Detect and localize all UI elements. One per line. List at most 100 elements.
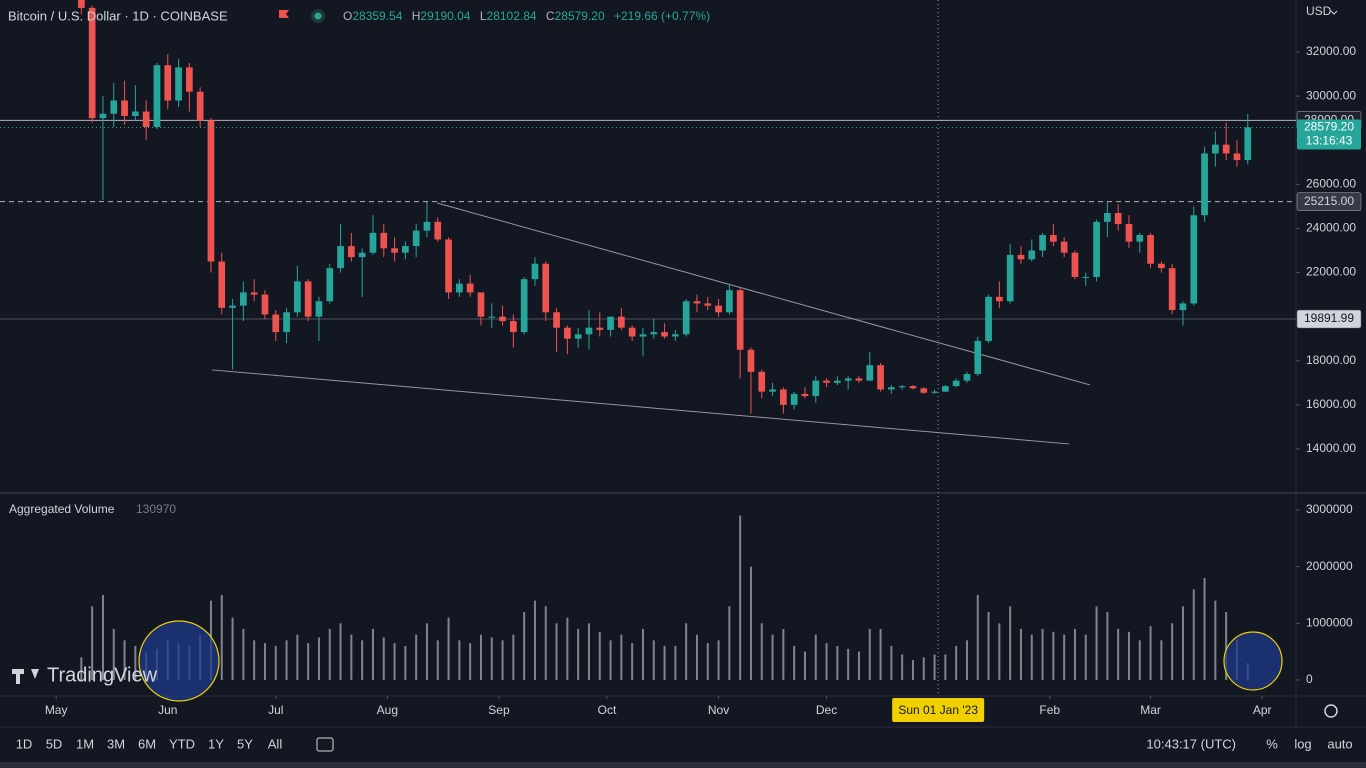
candle-body bbox=[283, 312, 290, 333]
volume-bar bbox=[479, 634, 482, 680]
candle-body bbox=[510, 321, 517, 333]
trendline bbox=[436, 202, 1091, 386]
change-value: +219.66 (+0.77%) bbox=[614, 9, 710, 23]
volume-bar bbox=[220, 594, 223, 680]
volume-bar bbox=[415, 634, 418, 680]
candle-body bbox=[1114, 213, 1122, 225]
volume-bar bbox=[253, 640, 256, 680]
volume-bar bbox=[512, 634, 515, 680]
range-button[interactable]: 5Y bbox=[237, 736, 253, 751]
scale-button[interactable]: % bbox=[1266, 736, 1278, 751]
candle-body bbox=[1039, 235, 1046, 251]
volume-bar bbox=[1203, 577, 1206, 680]
status-dot bbox=[314, 12, 322, 20]
y-tick-label: 22000.00 bbox=[1306, 265, 1356, 279]
range-button[interactable]: 3M bbox=[107, 736, 125, 751]
candle-body bbox=[207, 120, 215, 262]
candle-body bbox=[758, 371, 766, 392]
volume-bar bbox=[879, 628, 882, 680]
candle-body bbox=[823, 380, 830, 383]
volume-bar bbox=[274, 645, 277, 680]
ohlc-key: L bbox=[480, 9, 487, 23]
candle-body bbox=[888, 387, 895, 390]
candle-body bbox=[121, 100, 128, 116]
volume-bar bbox=[663, 645, 666, 680]
candle-body bbox=[1050, 235, 1057, 242]
logo-text[interactable]: TradingView bbox=[47, 664, 158, 686]
range-button[interactable]: 5D bbox=[46, 736, 63, 751]
volume-bar bbox=[231, 617, 234, 680]
candle-body bbox=[855, 378, 863, 381]
scale-button[interactable]: auto bbox=[1327, 736, 1352, 751]
settings-icon[interactable] bbox=[1324, 704, 1338, 718]
candle-body bbox=[866, 365, 874, 381]
candle-body bbox=[1028, 250, 1036, 260]
volume-bar bbox=[555, 623, 558, 680]
range-button[interactable]: All bbox=[268, 736, 283, 751]
date-range-icon[interactable] bbox=[316, 737, 334, 752]
volume-bar bbox=[749, 566, 752, 680]
volume-bar bbox=[1225, 611, 1228, 680]
candle-body bbox=[704, 303, 712, 306]
candle-body bbox=[618, 316, 625, 328]
crosshair-label-box bbox=[892, 698, 985, 722]
scale-button[interactable]: log bbox=[1294, 736, 1311, 751]
candle-body bbox=[780, 389, 787, 405]
candle-body bbox=[596, 327, 604, 330]
candle-body bbox=[272, 314, 280, 333]
candle-body bbox=[974, 340, 982, 375]
volume-bar bbox=[101, 594, 104, 680]
countdown-label: 13:16:43 bbox=[1306, 134, 1353, 148]
candle-body bbox=[952, 380, 960, 387]
volume-bar bbox=[890, 645, 893, 680]
volume-bar bbox=[685, 623, 688, 680]
y-tick-label: 16000.00 bbox=[1306, 397, 1356, 411]
volume-bar bbox=[631, 643, 634, 680]
caret-icon[interactable] bbox=[1330, 10, 1338, 15]
range-button[interactable]: 1Y bbox=[208, 736, 224, 751]
range-button[interactable]: 1D bbox=[16, 736, 33, 751]
volume-bar bbox=[857, 651, 860, 680]
volume-bar bbox=[501, 640, 504, 680]
range-button[interactable]: YTD bbox=[169, 736, 195, 751]
y-tick-label: 1000000 bbox=[1306, 615, 1353, 629]
candle-body bbox=[412, 230, 420, 247]
volume-bar bbox=[425, 623, 428, 680]
volume-bar bbox=[404, 645, 407, 680]
y-tick-label: 24000.00 bbox=[1306, 221, 1356, 235]
ohlc-key: H bbox=[412, 9, 421, 23]
volume-bar bbox=[987, 611, 990, 680]
clock: 10:43:17 (UTC) bbox=[1146, 736, 1236, 751]
range-button[interactable]: 6M bbox=[138, 736, 156, 751]
flag-icon[interactable] bbox=[279, 10, 289, 18]
x-tick-label: Jun bbox=[158, 703, 177, 717]
volume-value: 130970 bbox=[136, 502, 176, 516]
candle-body bbox=[1212, 144, 1219, 154]
volume-bar bbox=[1041, 628, 1044, 680]
x-tick-label: Apr bbox=[1253, 703, 1272, 717]
candle-body bbox=[434, 221, 442, 240]
last-price-box bbox=[1297, 119, 1361, 150]
currency-selector[interactable]: USD bbox=[1306, 4, 1332, 18]
ohlc-value: 29190.04 bbox=[420, 9, 470, 23]
candle-body bbox=[456, 283, 463, 293]
candle-body bbox=[186, 67, 193, 92]
symbol-title[interactable]: Bitcoin / U.S. Dollar · 1D · COINBASE bbox=[8, 8, 228, 23]
volume-bar bbox=[760, 623, 763, 680]
logo-icon[interactable] bbox=[12, 669, 39, 684]
volume-bar bbox=[793, 645, 796, 680]
price-label: 25215.00 bbox=[1304, 194, 1354, 208]
candle-body bbox=[132, 111, 139, 116]
candle-body bbox=[1190, 215, 1198, 304]
candle-body bbox=[1006, 254, 1014, 302]
candle-body bbox=[1060, 241, 1068, 253]
candle-body bbox=[218, 261, 226, 308]
volume-bar bbox=[1171, 623, 1174, 680]
range-button[interactable]: 1M bbox=[76, 736, 94, 751]
candle-body bbox=[639, 334, 647, 337]
volume-bar bbox=[1019, 628, 1022, 680]
candle-body bbox=[99, 113, 107, 119]
volume-bar bbox=[1009, 606, 1012, 680]
candle-body bbox=[1071, 252, 1079, 277]
